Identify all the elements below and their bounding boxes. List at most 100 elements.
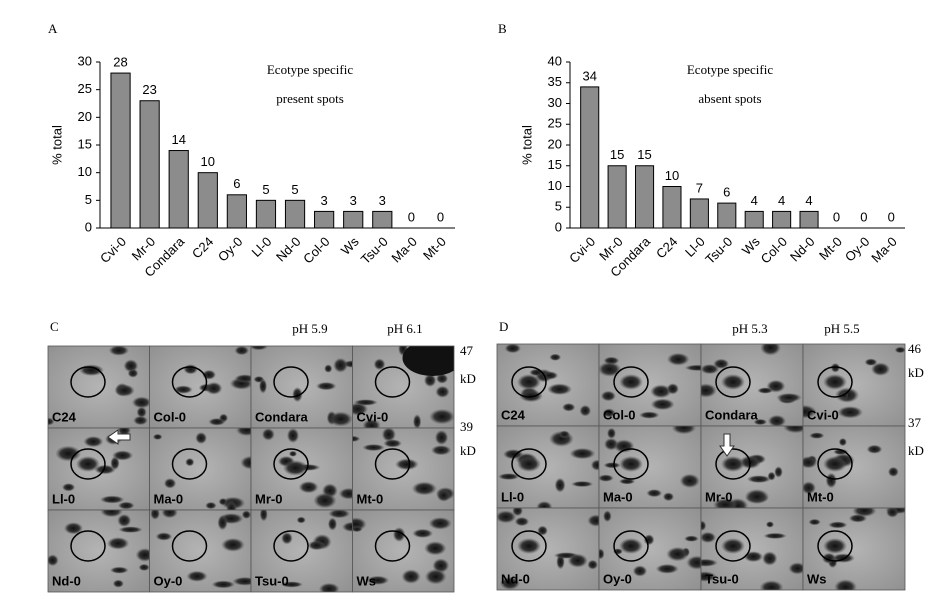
gel-spot [395, 458, 419, 471]
gel-spot [366, 575, 390, 585]
target-spot [619, 538, 643, 554]
gel-spot [497, 473, 520, 481]
mw-unit: kD [908, 365, 924, 380]
y-tick-label: 15 [548, 157, 562, 172]
gel-spot [218, 497, 228, 506]
gel-spot [373, 358, 386, 371]
gel-spot [864, 358, 878, 366]
gel-spot [599, 548, 605, 560]
gel-spot [328, 411, 353, 427]
y-tick-label: 10 [78, 164, 92, 179]
gel-spot [313, 492, 337, 509]
gel-cell: Tsu-0 [700, 507, 804, 591]
value-label: 3 [379, 193, 386, 208]
gel-spot [666, 383, 679, 395]
lane-label: Condara [705, 407, 759, 422]
gel-spot [713, 498, 738, 508]
gel-spot [512, 508, 523, 517]
x-tick-label: Nd-0 [273, 234, 304, 265]
lane-label: Oy-0 [154, 573, 183, 588]
bar [580, 86, 600, 229]
gel-spot [411, 481, 437, 496]
gel-spot [684, 364, 701, 372]
gel-spot [587, 559, 599, 570]
gel-spot [514, 516, 530, 527]
gel-spot [234, 374, 251, 383]
gel-spot [808, 518, 821, 526]
x-tick-label: Oy-0 [842, 234, 873, 265]
big-spot [402, 346, 454, 376]
gel-cell: Mr-0 [250, 427, 353, 511]
gel-spot [537, 525, 548, 536]
value-label: 3 [321, 193, 328, 208]
bar [372, 210, 393, 229]
gel-image [803, 426, 905, 508]
gel-cell: Cvi-0 [352, 345, 455, 429]
chart-title: Ecotype specific [687, 62, 773, 77]
gel-spot [195, 432, 208, 445]
target-spot [823, 456, 847, 472]
circle-marker [70, 366, 106, 398]
gel-spot [870, 362, 891, 376]
ph-label: pH 5.5 [824, 321, 859, 336]
gel-spot [118, 526, 143, 533]
bar [197, 172, 218, 229]
circle-marker [511, 448, 547, 480]
gel-spot [571, 480, 594, 488]
mw-unit: kD [460, 443, 476, 458]
x-tick-label: Ma-0 [868, 234, 900, 266]
circle-marker [171, 448, 208, 480]
value-label: 0 [408, 209, 415, 224]
mw-value: 47 [460, 343, 474, 358]
gel-spot [258, 378, 268, 394]
gel-spot [412, 414, 422, 428]
gel-spot [138, 563, 150, 571]
gel-spot [887, 466, 899, 477]
gel-spot [803, 456, 818, 469]
gel-spot [217, 514, 228, 531]
x-tick-label: Ma-0 [388, 234, 420, 266]
gel-spot [211, 580, 236, 589]
gel-spot [362, 419, 381, 428]
gel-spot [226, 500, 237, 510]
gel-spot [848, 514, 868, 523]
gel-spot [352, 435, 361, 442]
gel-spot [579, 404, 592, 417]
lane-label: Tsu-0 [705, 571, 739, 586]
gel-spot [235, 428, 251, 437]
gel-spot [650, 384, 672, 399]
gel-spot [684, 535, 699, 542]
gel-spot [562, 403, 576, 412]
value-label: 0 [888, 209, 895, 224]
panel-letter: A [48, 21, 58, 36]
chart-title: absent spots [698, 91, 761, 106]
gel-spot [602, 408, 616, 418]
gel-spot [362, 444, 385, 452]
circle-marker [374, 530, 411, 562]
gel-image [251, 428, 353, 510]
gel-cell: Nd-0 [47, 509, 150, 593]
circle-marker [273, 366, 309, 398]
gel-spot [828, 521, 848, 529]
circle-marker [70, 448, 106, 480]
gel-spot [401, 569, 421, 584]
circle-marker [171, 530, 208, 562]
ph-label: pH 5.3 [732, 321, 767, 336]
gel-spot [671, 426, 697, 435]
gel-spot [587, 514, 599, 527]
lane-label: Mr-0 [255, 491, 282, 506]
gel-image [701, 426, 803, 508]
gel-spot [599, 474, 614, 482]
gel-spot [221, 537, 245, 552]
gel-spot [701, 571, 717, 582]
x-tick-label: Col-0 [300, 234, 333, 267]
gel-spot [834, 579, 857, 590]
chart-title: Ecotype specific [267, 62, 353, 77]
gel-image [48, 510, 150, 592]
gel-spot [83, 436, 104, 448]
gel-spot [100, 510, 123, 518]
arrow [719, 433, 735, 457]
bar [226, 194, 247, 229]
lane-label: Ll-0 [52, 491, 75, 506]
y-tick-label: 20 [78, 109, 92, 124]
